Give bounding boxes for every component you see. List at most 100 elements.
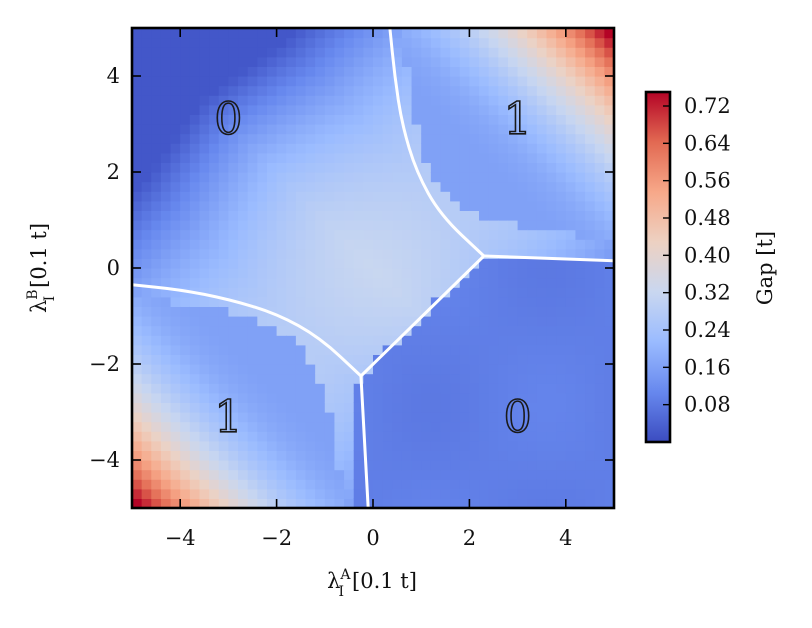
heatmap-cell — [132, 335, 143, 346]
heatmap-cell — [430, 354, 442, 365]
heatmap-cell — [401, 287, 413, 298]
heatmap-cell — [257, 335, 268, 346]
heatmap-cell — [286, 66, 297, 77]
heatmap-cell — [421, 402, 432, 413]
heatmap-cell — [141, 114, 152, 125]
heatmap-cell — [479, 354, 490, 365]
heatmap-cell — [276, 66, 287, 77]
heatmap-cell — [517, 268, 528, 279]
colorbar-tick-label: 0.40 — [684, 243, 731, 267]
heatmap-cell — [527, 37, 538, 48]
heatmap-cell — [479, 95, 490, 106]
heatmap-cell — [373, 488, 384, 499]
heatmap-cell — [295, 181, 307, 192]
heatmap-cell — [353, 47, 364, 58]
heatmap-cell — [450, 412, 461, 423]
heatmap-cell — [556, 277, 567, 288]
heatmap-cell — [536, 450, 548, 461]
heatmap-cell — [238, 296, 249, 307]
heatmap-cell — [170, 268, 181, 279]
heatmap-cell — [324, 402, 336, 413]
heatmap-cell — [151, 76, 162, 87]
heatmap-cell — [575, 460, 586, 471]
x-tick-label: −4 — [165, 526, 196, 550]
heatmap-cell — [585, 354, 596, 365]
heatmap-cell — [324, 335, 336, 346]
heatmap-cell — [450, 47, 461, 58]
heatmap-cell — [411, 229, 422, 240]
heatmap-cell — [382, 28, 393, 39]
heatmap-cell — [575, 220, 586, 231]
heatmap-cell — [556, 402, 567, 413]
heatmap-cell — [344, 460, 355, 471]
heatmap-cell — [170, 172, 181, 183]
heatmap-cell — [344, 124, 355, 135]
heatmap-cell — [604, 460, 614, 471]
heatmap-cell — [315, 402, 326, 413]
heatmap-cell — [585, 66, 596, 77]
heatmap-cell — [450, 440, 461, 451]
heatmap-cell — [218, 56, 229, 67]
heatmap-cell — [546, 143, 557, 154]
heatmap-cell — [556, 412, 567, 423]
heatmap-cell — [305, 383, 316, 394]
heatmap-cell — [170, 325, 181, 336]
heatmap-cell — [305, 95, 316, 106]
heatmap-cell — [517, 191, 528, 202]
heatmap-cell — [594, 56, 605, 67]
heatmap-cell — [411, 287, 422, 298]
heatmap-cell — [295, 200, 307, 211]
heatmap-cell — [189, 383, 201, 394]
heatmap-cell — [440, 229, 451, 240]
heatmap-cell — [440, 460, 451, 471]
heatmap-cell — [344, 200, 355, 211]
heatmap-cell — [585, 95, 596, 106]
heatmap-cell — [373, 306, 384, 317]
heatmap-cell — [228, 56, 239, 67]
heatmap-cell — [488, 95, 499, 106]
heatmap-cell — [585, 316, 596, 327]
heatmap-cell — [411, 124, 422, 135]
heatmap-cell — [209, 76, 220, 87]
heatmap-cell — [276, 364, 287, 375]
heatmap-cell — [266, 152, 278, 163]
heatmap-cell — [469, 37, 480, 48]
heatmap-cell — [594, 440, 605, 451]
heatmap-cell — [527, 498, 538, 508]
heatmap-cell — [132, 431, 143, 442]
heatmap-cell — [266, 412, 278, 423]
heatmap-cell — [180, 47, 191, 58]
heatmap-cell — [488, 296, 499, 307]
heatmap-cell — [266, 277, 278, 288]
heatmap-cell — [556, 392, 567, 403]
heatmap-cell — [344, 37, 355, 48]
heatmap-cell — [189, 124, 201, 135]
heatmap-cell — [517, 479, 528, 490]
heatmap-cell — [373, 56, 384, 67]
heatmap-cell — [536, 172, 548, 183]
heatmap-cell — [276, 47, 287, 58]
heatmap-cell — [440, 296, 451, 307]
heatmap-cell — [517, 287, 528, 298]
heatmap-cell — [575, 28, 586, 39]
heatmap-cell — [218, 85, 229, 96]
heatmap-cell — [401, 37, 413, 48]
heatmap-cell — [382, 287, 393, 298]
heatmap-cell — [189, 306, 201, 317]
heatmap-cell — [353, 220, 364, 231]
heatmap-cell — [180, 56, 191, 67]
heatmap-cell — [247, 239, 258, 250]
heatmap-cell — [469, 133, 480, 144]
heatmap-cell — [469, 114, 480, 125]
heatmap-cell — [295, 37, 307, 48]
heatmap-cell — [604, 354, 614, 365]
heatmap-cell — [459, 210, 470, 221]
heatmap-cell — [199, 412, 210, 423]
heatmap-cell — [228, 354, 239, 365]
heatmap-cell — [353, 469, 364, 480]
heatmap-cell — [440, 220, 451, 231]
heatmap-cell — [440, 431, 451, 442]
heatmap-cell — [382, 373, 393, 384]
heatmap-cell — [295, 268, 307, 279]
heatmap-cell — [430, 104, 442, 115]
